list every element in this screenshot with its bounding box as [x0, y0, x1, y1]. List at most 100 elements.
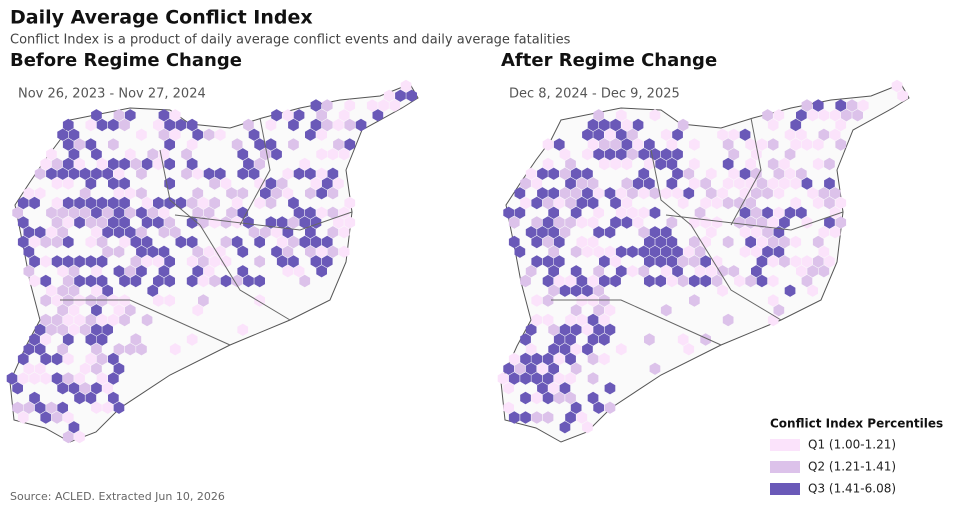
hex	[119, 235, 130, 249]
hex	[773, 206, 785, 219]
hex	[835, 216, 847, 229]
hex	[130, 333, 142, 346]
hex	[751, 226, 762, 239]
hex	[243, 274, 254, 288]
hex	[23, 187, 35, 200]
hex	[316, 265, 327, 278]
hex	[85, 138, 97, 151]
hex	[734, 177, 745, 190]
hex	[113, 109, 125, 122]
hex	[237, 265, 249, 278]
hex	[700, 255, 711, 268]
hex	[796, 109, 807, 122]
hex	[203, 167, 215, 180]
hex	[812, 138, 824, 151]
hex	[12, 382, 23, 395]
hex	[525, 323, 537, 336]
hex	[542, 372, 554, 385]
hex	[327, 148, 339, 161]
hex	[169, 128, 181, 141]
hex	[68, 304, 80, 317]
hex	[520, 411, 531, 424]
hex	[627, 128, 638, 141]
hex	[40, 352, 52, 366]
hex	[722, 177, 734, 190]
hex	[593, 206, 604, 219]
hex	[74, 138, 85, 151]
hex	[119, 118, 130, 132]
hex	[745, 235, 756, 249]
hex	[593, 304, 604, 317]
hex	[773, 304, 785, 317]
hex	[520, 177, 531, 190]
hex	[254, 196, 265, 210]
panel-title: After Regime Change	[501, 50, 717, 71]
hex	[655, 255, 666, 268]
hex	[395, 89, 406, 102]
hex	[666, 255, 678, 268]
hex	[62, 177, 74, 190]
hex	[276, 235, 288, 249]
hex	[96, 235, 108, 249]
hex	[615, 343, 627, 356]
hex	[829, 187, 841, 200]
hex	[62, 411, 74, 424]
hex	[220, 274, 232, 288]
source: Source: ACLED. Extracted Jun 10, 2026	[10, 490, 225, 503]
hex	[599, 255, 610, 268]
hex	[46, 323, 57, 336]
hex	[91, 343, 102, 356]
hex	[282, 265, 294, 278]
hex	[175, 235, 187, 249]
hex	[666, 235, 678, 249]
hex	[514, 245, 526, 258]
hex	[728, 265, 740, 278]
hex	[660, 148, 672, 161]
hex	[717, 187, 728, 200]
hex	[254, 157, 265, 171]
hex	[818, 226, 830, 239]
hex	[34, 401, 46, 414]
hex	[784, 167, 796, 180]
hex	[689, 157, 700, 171]
hex	[113, 167, 125, 180]
hex	[305, 128, 316, 141]
hex	[108, 216, 119, 229]
hex	[51, 255, 63, 268]
hex	[582, 323, 593, 336]
hex	[576, 196, 588, 210]
hex	[153, 255, 164, 268]
hex	[824, 196, 835, 210]
hex	[316, 128, 327, 141]
hex	[214, 128, 226, 141]
hex	[576, 313, 588, 327]
hex	[829, 128, 841, 141]
hex	[672, 245, 683, 258]
hex	[288, 138, 299, 151]
hex	[68, 323, 80, 336]
hex	[17, 216, 29, 229]
hex	[310, 99, 322, 112]
hex	[29, 235, 40, 249]
hex	[305, 245, 316, 258]
hex	[17, 235, 29, 249]
hex	[705, 167, 717, 180]
hex	[248, 128, 260, 141]
hex	[553, 352, 565, 366]
hex	[593, 265, 604, 278]
hex	[570, 265, 582, 278]
hex	[857, 99, 869, 112]
hex	[383, 89, 395, 102]
hex	[824, 255, 835, 268]
hex	[164, 157, 175, 171]
hex	[164, 216, 175, 229]
hex	[34, 323, 46, 336]
hex	[599, 118, 610, 132]
hex	[751, 187, 762, 200]
hex	[169, 226, 181, 239]
hex	[40, 294, 52, 307]
hex	[812, 196, 824, 210]
hex	[615, 109, 627, 122]
hex	[835, 99, 847, 112]
hex	[102, 226, 113, 239]
